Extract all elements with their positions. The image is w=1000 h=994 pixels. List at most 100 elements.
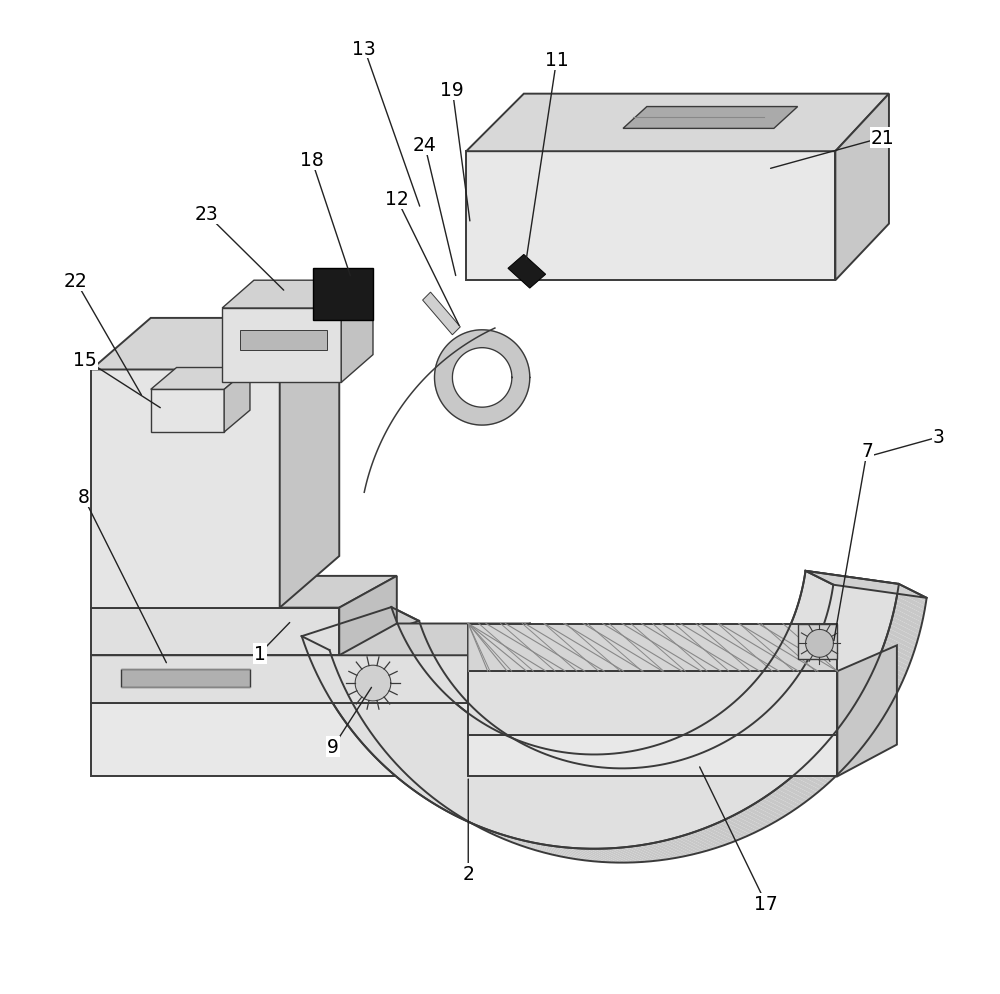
Polygon shape: [306, 648, 335, 666]
Polygon shape: [692, 832, 724, 847]
Polygon shape: [749, 805, 780, 821]
Polygon shape: [864, 687, 893, 704]
Polygon shape: [891, 617, 920, 635]
Polygon shape: [345, 722, 375, 739]
Polygon shape: [806, 572, 927, 598]
Polygon shape: [811, 756, 842, 773]
Polygon shape: [786, 779, 817, 795]
Polygon shape: [371, 753, 402, 770]
Text: 19: 19: [440, 82, 464, 100]
Polygon shape: [884, 641, 913, 659]
Polygon shape: [377, 759, 408, 776]
Polygon shape: [833, 732, 864, 748]
Polygon shape: [392, 773, 423, 790]
Polygon shape: [773, 789, 804, 805]
Polygon shape: [806, 630, 833, 658]
Polygon shape: [429, 801, 460, 817]
Polygon shape: [799, 768, 830, 784]
Polygon shape: [871, 672, 901, 689]
Polygon shape: [408, 786, 440, 803]
Text: 2: 2: [462, 864, 474, 883]
Polygon shape: [565, 848, 597, 862]
Text: 21: 21: [871, 128, 895, 148]
Polygon shape: [825, 742, 856, 758]
Polygon shape: [473, 824, 504, 839]
Polygon shape: [412, 789, 443, 805]
Polygon shape: [853, 705, 883, 722]
Polygon shape: [837, 646, 897, 776]
Polygon shape: [341, 281, 373, 383]
Polygon shape: [817, 750, 848, 767]
Polygon shape: [439, 807, 471, 823]
Polygon shape: [314, 668, 343, 685]
Polygon shape: [866, 683, 895, 701]
Polygon shape: [752, 803, 784, 819]
Polygon shape: [636, 846, 667, 860]
Polygon shape: [573, 848, 605, 863]
Polygon shape: [688, 833, 720, 848]
Polygon shape: [465, 821, 497, 836]
Polygon shape: [477, 826, 508, 841]
Polygon shape: [339, 577, 397, 656]
Polygon shape: [876, 660, 906, 678]
Polygon shape: [458, 817, 489, 833]
Polygon shape: [405, 784, 436, 800]
Polygon shape: [680, 836, 712, 851]
Polygon shape: [631, 846, 663, 861]
Polygon shape: [898, 588, 926, 606]
Polygon shape: [484, 829, 516, 844]
Text: 17: 17: [754, 894, 778, 912]
Polygon shape: [889, 625, 918, 643]
Polygon shape: [466, 94, 889, 152]
Polygon shape: [770, 791, 801, 808]
Polygon shape: [307, 652, 337, 670]
Polygon shape: [648, 844, 680, 858]
Polygon shape: [468, 624, 837, 672]
Polygon shape: [310, 660, 340, 678]
Text: 12: 12: [385, 190, 409, 209]
Polygon shape: [315, 671, 345, 689]
Polygon shape: [756, 801, 787, 817]
Polygon shape: [723, 819, 755, 835]
Polygon shape: [347, 725, 378, 742]
Polygon shape: [352, 732, 383, 748]
Polygon shape: [532, 843, 564, 857]
Polygon shape: [894, 604, 923, 622]
Polygon shape: [423, 293, 460, 335]
Polygon shape: [780, 784, 811, 800]
Polygon shape: [355, 735, 385, 751]
Polygon shape: [867, 679, 897, 697]
Polygon shape: [91, 624, 530, 656]
Polygon shape: [640, 845, 672, 860]
Text: 7: 7: [861, 442, 873, 461]
Polygon shape: [516, 839, 548, 854]
Polygon shape: [418, 794, 450, 810]
Polygon shape: [598, 849, 630, 863]
Polygon shape: [319, 679, 349, 697]
Polygon shape: [672, 838, 704, 853]
Polygon shape: [623, 847, 655, 862]
Polygon shape: [528, 842, 560, 857]
Polygon shape: [777, 786, 808, 803]
Polygon shape: [469, 822, 501, 838]
Polygon shape: [331, 701, 361, 718]
Polygon shape: [450, 813, 482, 829]
Polygon shape: [793, 773, 824, 790]
Polygon shape: [790, 776, 821, 793]
Polygon shape: [893, 609, 922, 627]
Polygon shape: [436, 805, 467, 821]
Polygon shape: [734, 813, 766, 829]
Polygon shape: [855, 701, 885, 719]
Text: 18: 18: [300, 150, 323, 169]
Text: 15: 15: [73, 351, 97, 370]
Polygon shape: [374, 756, 405, 773]
Polygon shape: [623, 107, 798, 129]
Polygon shape: [875, 664, 904, 682]
Polygon shape: [802, 765, 833, 782]
Polygon shape: [805, 762, 836, 779]
Polygon shape: [798, 624, 837, 660]
Polygon shape: [828, 738, 859, 755]
Polygon shape: [684, 834, 716, 849]
Polygon shape: [569, 848, 601, 862]
Polygon shape: [887, 633, 916, 651]
